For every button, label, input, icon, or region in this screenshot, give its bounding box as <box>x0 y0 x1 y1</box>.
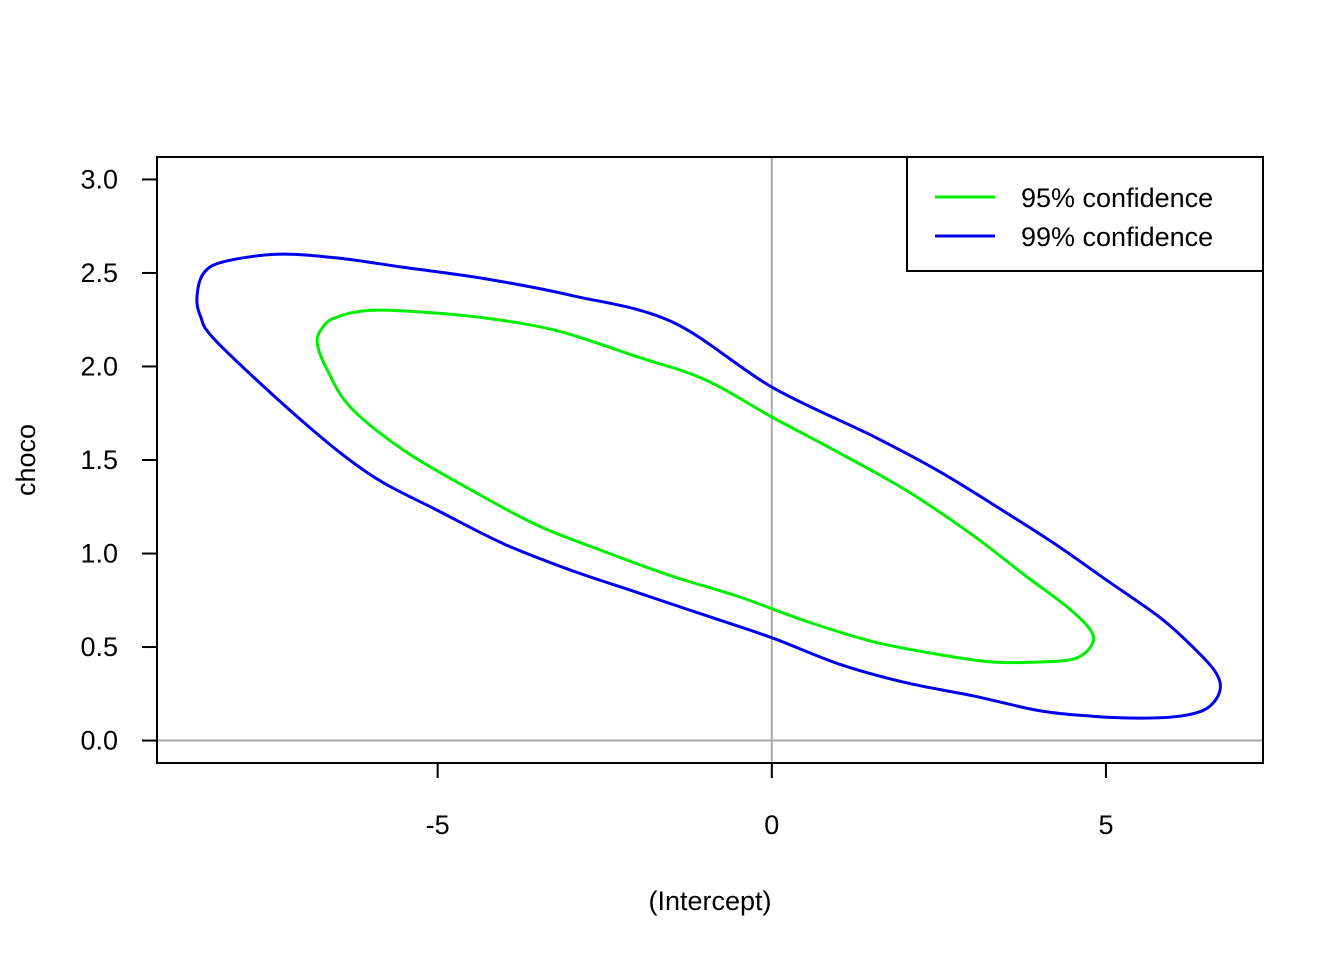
legend-label-99-confidence: 99% confidence <box>1021 222 1213 252</box>
x-tick-label: 0 <box>764 810 779 840</box>
y-tick-label: 3.0 <box>80 164 118 194</box>
legend-box <box>906 156 1264 272</box>
x-axis-title: (Intercept) <box>648 886 771 916</box>
y-axis-title: choco <box>11 424 41 496</box>
reference-lines <box>157 157 1263 763</box>
y-tick-label: 0.0 <box>80 726 118 756</box>
y-axis: 0.0 0.5 1.0 1.5 2.0 2.5 3.0 <box>80 164 158 756</box>
series-line-99-confidence <box>195 252 1222 720</box>
y-tick-label: 1.5 <box>80 445 118 475</box>
y-tick-label: 0.5 <box>80 632 118 662</box>
x-tick-label: 5 <box>1098 810 1113 840</box>
y-tick-label: 2.0 <box>80 351 118 381</box>
legend: 95% confidence 99% confidence <box>906 156 1264 272</box>
y-tick-label: 1.0 <box>80 539 118 569</box>
legend-label-95-confidence: 95% confidence <box>1021 183 1213 213</box>
y-tick-label: 2.5 <box>80 258 118 288</box>
series-layer <box>195 252 1222 720</box>
series-line-95-confidence <box>315 308 1096 665</box>
x-axis: -5 0 5 <box>426 762 1113 840</box>
x-tick-label: -5 <box>426 810 450 840</box>
